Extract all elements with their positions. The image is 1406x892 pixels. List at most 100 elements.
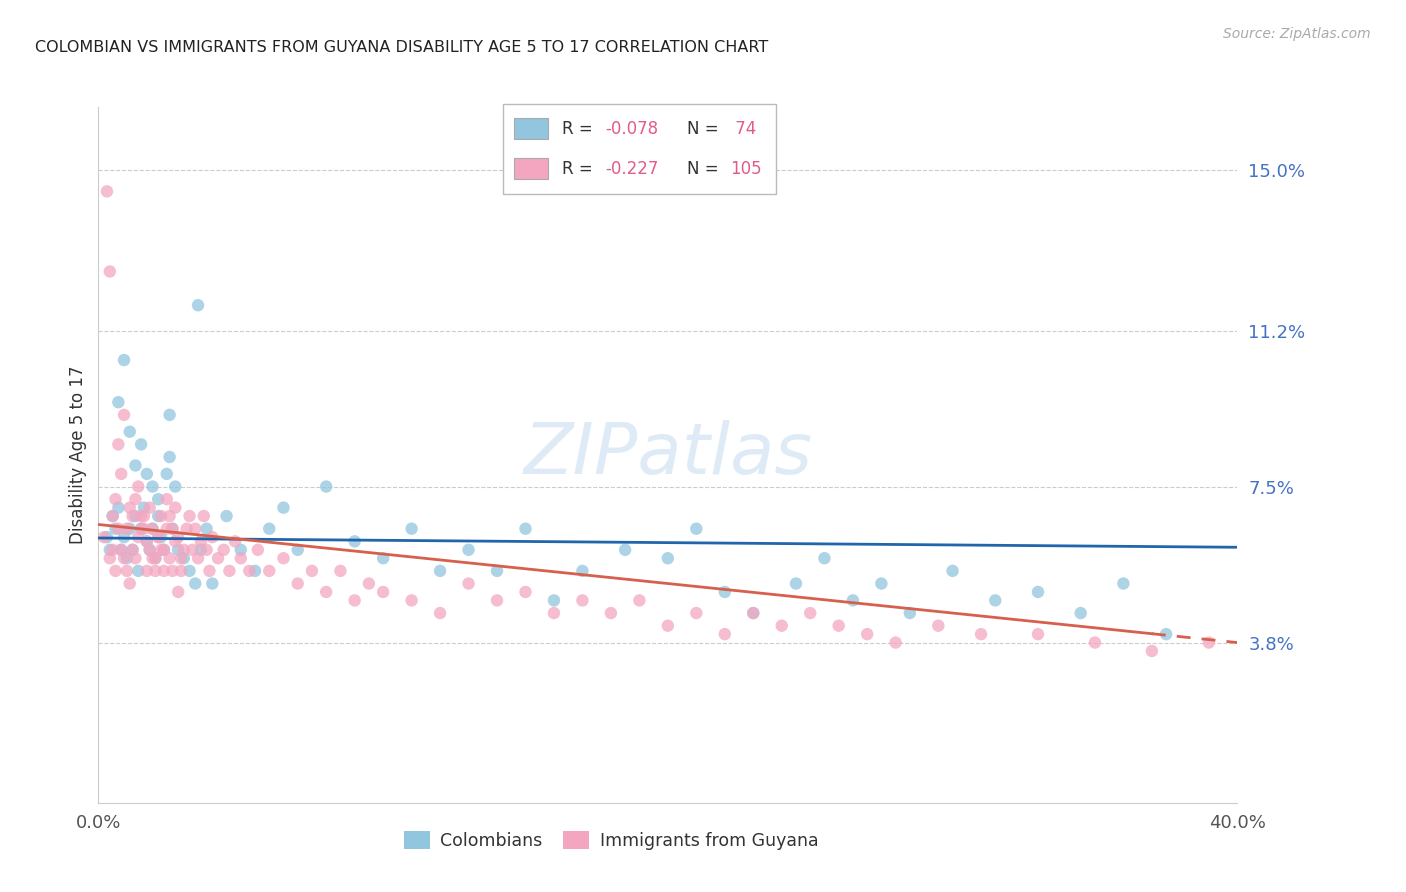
Point bbox=[742, 606, 765, 620]
Point bbox=[153, 564, 176, 578]
Point bbox=[110, 542, 132, 557]
Point bbox=[212, 542, 235, 557]
Point bbox=[190, 542, 212, 557]
Point bbox=[215, 509, 238, 524]
Point bbox=[98, 542, 121, 557]
Point bbox=[486, 564, 509, 578]
Point bbox=[107, 500, 129, 515]
Point bbox=[121, 509, 143, 524]
Point bbox=[153, 542, 176, 557]
Point bbox=[742, 606, 765, 620]
Point bbox=[243, 564, 266, 578]
Text: N =: N = bbox=[688, 120, 724, 138]
Point bbox=[181, 542, 204, 557]
Text: R =: R = bbox=[562, 160, 598, 178]
Y-axis label: Disability Age 5 to 17: Disability Age 5 to 17 bbox=[69, 366, 87, 544]
Point bbox=[207, 551, 229, 566]
Point bbox=[970, 627, 993, 641]
Point bbox=[167, 530, 190, 544]
Point bbox=[135, 534, 157, 549]
Point bbox=[657, 551, 679, 566]
Point bbox=[842, 593, 865, 607]
Point bbox=[1084, 635, 1107, 649]
Point bbox=[329, 564, 352, 578]
Point bbox=[1070, 606, 1092, 620]
Point bbox=[856, 627, 879, 641]
Point bbox=[107, 437, 129, 451]
Point bbox=[107, 395, 129, 409]
Point bbox=[571, 593, 593, 607]
Point bbox=[343, 593, 366, 607]
Point bbox=[135, 564, 157, 578]
Point bbox=[301, 564, 323, 578]
Point bbox=[259, 522, 281, 536]
Point bbox=[156, 492, 179, 507]
Point bbox=[224, 534, 246, 549]
Point bbox=[898, 606, 921, 620]
Point bbox=[884, 635, 907, 649]
Point bbox=[104, 564, 127, 578]
Point bbox=[238, 564, 260, 578]
Point bbox=[813, 551, 835, 566]
Point bbox=[115, 551, 138, 566]
Point bbox=[1026, 627, 1049, 641]
Point bbox=[1140, 644, 1163, 658]
Point bbox=[141, 479, 163, 493]
Point bbox=[685, 522, 707, 536]
Point bbox=[165, 534, 187, 549]
Point bbox=[156, 467, 179, 481]
Point bbox=[515, 522, 537, 536]
Point bbox=[110, 467, 132, 481]
Point bbox=[176, 522, 198, 536]
Point bbox=[373, 585, 395, 599]
Point bbox=[628, 593, 651, 607]
Point bbox=[173, 542, 195, 557]
Point bbox=[138, 500, 160, 515]
Point bbox=[229, 551, 252, 566]
Point bbox=[132, 509, 155, 524]
Point bbox=[150, 509, 173, 524]
Point bbox=[287, 542, 309, 557]
Point bbox=[259, 564, 281, 578]
Text: 74: 74 bbox=[731, 120, 756, 138]
Point bbox=[170, 551, 193, 566]
Point bbox=[184, 522, 207, 536]
Text: -0.227: -0.227 bbox=[605, 160, 658, 178]
Point bbox=[515, 585, 537, 599]
Point bbox=[104, 492, 127, 507]
Point bbox=[457, 576, 479, 591]
Point bbox=[159, 408, 181, 422]
Point bbox=[714, 585, 737, 599]
Point bbox=[162, 522, 184, 536]
Point bbox=[129, 437, 152, 451]
Point bbox=[112, 551, 135, 566]
Point bbox=[124, 509, 146, 524]
Point bbox=[1154, 627, 1177, 641]
Point bbox=[1026, 585, 1049, 599]
Point bbox=[287, 576, 309, 591]
Point bbox=[121, 542, 143, 557]
Point bbox=[98, 264, 121, 278]
Point bbox=[543, 593, 565, 607]
Point bbox=[112, 408, 135, 422]
Point bbox=[193, 509, 215, 524]
Point bbox=[138, 542, 160, 557]
Point bbox=[799, 606, 821, 620]
Point bbox=[141, 551, 163, 566]
Point bbox=[135, 467, 157, 481]
Point bbox=[1198, 635, 1220, 649]
Point bbox=[98, 551, 121, 566]
Point bbox=[115, 522, 138, 536]
Point bbox=[184, 576, 207, 591]
Point bbox=[135, 534, 157, 549]
Point bbox=[343, 534, 366, 549]
Point bbox=[127, 479, 149, 493]
Point bbox=[132, 522, 155, 536]
Point bbox=[150, 542, 173, 557]
Point bbox=[170, 564, 193, 578]
Point bbox=[870, 576, 893, 591]
Point bbox=[112, 353, 135, 368]
Point bbox=[96, 185, 118, 199]
Point bbox=[201, 576, 224, 591]
Point bbox=[118, 425, 141, 439]
